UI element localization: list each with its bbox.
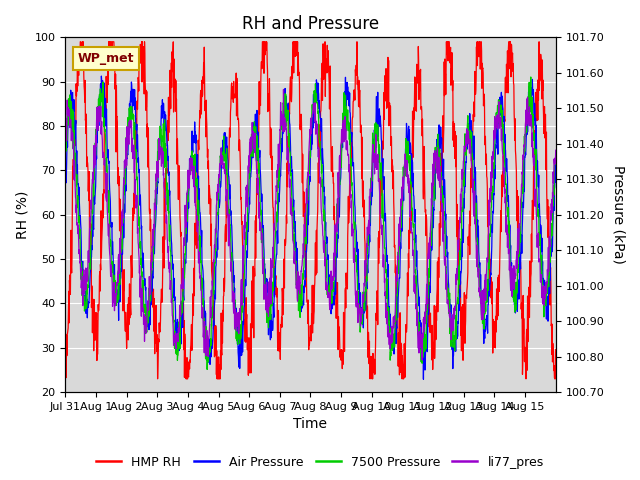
7500 Pressure [61, 162, 69, 168]
HMP RH [76, 39, 84, 45]
HMP RH [498, 172, 506, 178]
HMP RH [289, 75, 296, 81]
li77_pres [546, 244, 554, 250]
Air Pressure [552, 159, 559, 165]
HMP RH [552, 347, 559, 352]
Y-axis label: RH (%): RH (%) [15, 191, 29, 239]
7500 Pressure [527, 74, 534, 80]
HMP RH [154, 376, 161, 382]
Air Pressure [426, 290, 434, 296]
HMP RH [546, 302, 554, 308]
li77_pres [419, 357, 426, 363]
7500 Pressure [426, 247, 434, 252]
li77_pres [498, 140, 506, 146]
Air Pressure [420, 376, 428, 382]
li77_pres [138, 286, 146, 291]
7500 Pressure [204, 367, 211, 372]
Air Pressure [97, 73, 105, 79]
HMP RH [298, 132, 305, 137]
Line: Air Pressure: Air Pressure [65, 76, 556, 379]
Air Pressure [138, 252, 146, 258]
Line: HMP RH: HMP RH [65, 42, 556, 379]
7500 Pressure [298, 284, 305, 290]
7500 Pressure [552, 161, 559, 167]
li77_pres [426, 245, 434, 251]
li77_pres [61, 140, 69, 145]
7500 Pressure [546, 260, 554, 265]
Legend: HMP RH, Air Pressure, 7500 Pressure, li77_pres: HMP RH, Air Pressure, 7500 Pressure, li7… [92, 451, 548, 474]
7500 Pressure [138, 269, 146, 275]
li77_pres [288, 215, 296, 220]
Air Pressure [498, 110, 506, 116]
li77_pres [280, 86, 287, 92]
HMP RH [138, 39, 146, 45]
Line: li77_pres: li77_pres [65, 89, 556, 360]
Title: RH and Pressure: RH and Pressure [242, 15, 379, 33]
Air Pressure [61, 171, 69, 177]
7500 Pressure [288, 199, 296, 204]
Y-axis label: Pressure (kPa): Pressure (kPa) [611, 165, 625, 264]
li77_pres [298, 268, 305, 274]
HMP RH [426, 330, 434, 336]
Air Pressure [546, 273, 554, 279]
7500 Pressure [498, 110, 506, 116]
Line: 7500 Pressure: 7500 Pressure [65, 77, 556, 370]
Text: WP_met: WP_met [77, 52, 134, 65]
Air Pressure [298, 295, 305, 300]
X-axis label: Time: Time [294, 418, 328, 432]
Air Pressure [288, 169, 296, 175]
HMP RH [61, 326, 69, 332]
li77_pres [552, 147, 559, 153]
